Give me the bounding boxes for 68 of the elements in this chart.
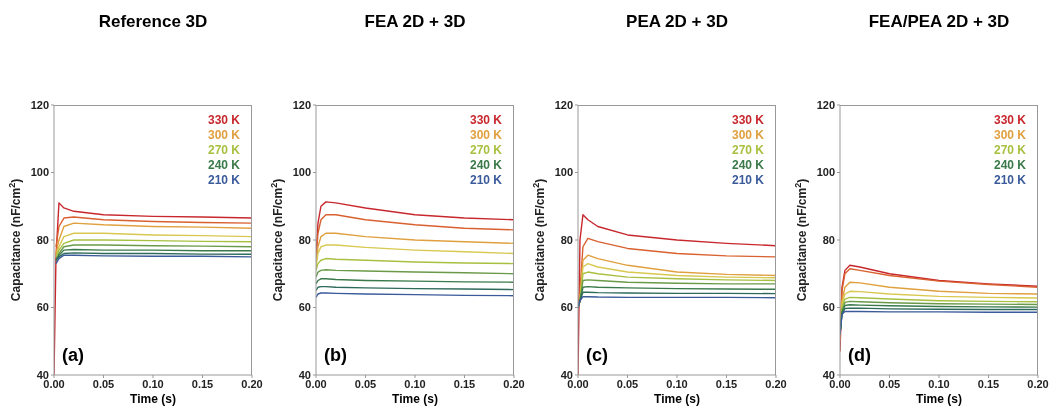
text: 330 K bbox=[731, 113, 764, 128]
y-tick-label: 120 bbox=[816, 98, 835, 111]
text: 240 K bbox=[993, 158, 1026, 173]
x-tick-label: 0.20 bbox=[765, 377, 787, 390]
text: 210 K bbox=[993, 173, 1026, 188]
x-axis-title: Time (s) bbox=[915, 392, 963, 406]
text: 210 K bbox=[469, 173, 502, 188]
x-tick-label: 0.20 bbox=[241, 377, 263, 390]
text: 300 K bbox=[469, 128, 502, 143]
y-tick-label: 80 bbox=[298, 233, 311, 246]
x-tick-label: 0.15 bbox=[715, 377, 738, 390]
text: 270 K bbox=[469, 143, 502, 158]
x-tick-label: 0.10 bbox=[928, 377, 950, 390]
text: 270 K bbox=[207, 143, 240, 158]
x-tick-label: 0.15 bbox=[977, 377, 1000, 390]
y-tick-label: 100 bbox=[30, 166, 49, 179]
text: 300 K bbox=[207, 128, 240, 143]
y-tick-label: 120 bbox=[30, 98, 49, 111]
text: 210 K bbox=[731, 173, 764, 188]
x-tick-label: 0.10 bbox=[666, 377, 688, 390]
y-tick-label: 60 bbox=[36, 301, 49, 314]
x-tick-label: 0.20 bbox=[503, 377, 525, 390]
x-tick-label: 0.15 bbox=[191, 377, 214, 390]
y-tick-label: 120 bbox=[292, 98, 311, 111]
chart-title: Reference 3D bbox=[97, 12, 209, 32]
y-tick-label: 120 bbox=[554, 98, 573, 111]
text: 240 K bbox=[207, 158, 240, 173]
x-tick-label: 0.05 bbox=[354, 377, 377, 390]
y-tick-label: 60 bbox=[560, 301, 573, 314]
y-tick-label: 100 bbox=[292, 166, 311, 179]
annotation: (d) bbox=[848, 345, 871, 366]
x-axis-title: Time (s) bbox=[129, 392, 177, 406]
y-tick-label: 80 bbox=[822, 233, 835, 246]
text: 330 K bbox=[207, 113, 240, 128]
text: 330 K bbox=[993, 113, 1026, 128]
x-tick-label: 0.05 bbox=[92, 377, 115, 390]
y-tick-label: 40 bbox=[560, 368, 573, 381]
text: 240 K bbox=[731, 158, 764, 173]
x-tick-label: 0.10 bbox=[142, 377, 164, 390]
text: 300 K bbox=[731, 128, 764, 143]
chart-title: FEA 2D + 3D bbox=[363, 12, 467, 32]
x-tick-label: 0.05 bbox=[616, 377, 639, 390]
y-tick-label: 100 bbox=[816, 166, 835, 179]
annotation: (a) bbox=[62, 345, 84, 366]
y-tick-label: 40 bbox=[298, 368, 311, 381]
text: 210 K bbox=[207, 173, 240, 188]
text: 270 K bbox=[993, 143, 1026, 158]
chart-title: PEA 2D + 3D bbox=[625, 12, 729, 32]
text: 330 K bbox=[469, 113, 502, 128]
y-tick-label: 40 bbox=[822, 368, 835, 381]
text: 300 K bbox=[993, 128, 1026, 143]
x-tick-label: 0.20 bbox=[1027, 377, 1049, 390]
y-tick-label: 100 bbox=[554, 166, 573, 179]
y-tick-label: 40 bbox=[36, 368, 49, 381]
x-tick-label: 0.05 bbox=[878, 377, 901, 390]
text: 270 K bbox=[731, 143, 764, 158]
y-tick-label: 80 bbox=[560, 233, 573, 246]
x-tick-label: 0.10 bbox=[404, 377, 426, 390]
text: 240 K bbox=[469, 158, 502, 173]
chart-title: FEA/PEA 2D + 3D bbox=[867, 12, 1011, 32]
annotation: (c) bbox=[586, 345, 608, 366]
y-tick-label: 60 bbox=[298, 301, 311, 314]
y-tick-label: 60 bbox=[822, 301, 835, 314]
y-tick-label: 80 bbox=[36, 233, 49, 246]
x-axis-title: Time (s) bbox=[653, 392, 701, 406]
x-tick-label: 0.15 bbox=[453, 377, 476, 390]
x-axis-title: Time (s) bbox=[391, 392, 439, 406]
annotation: (b) bbox=[324, 345, 347, 366]
